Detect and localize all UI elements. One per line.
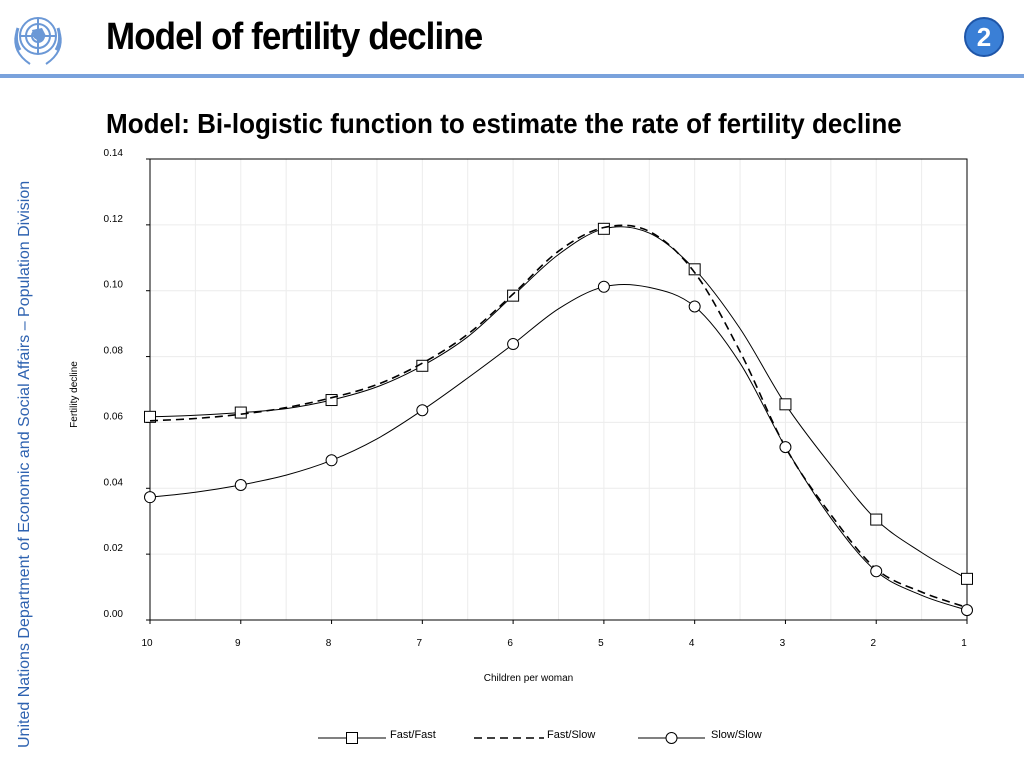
legend-label: Fast/Fast (390, 729, 436, 741)
data-point-fast-fast (779, 398, 792, 411)
x-tick-label: 9 (235, 638, 241, 649)
x-tick-label: 10 (141, 638, 153, 649)
data-point-slow-slow (688, 300, 701, 313)
slide-title: Model of fertility decline (106, 16, 483, 58)
data-point-slow-slow (416, 404, 429, 417)
x-tick-label: 6 (507, 638, 513, 649)
data-point-fast-fast (688, 263, 701, 276)
data-point-slow-slow (779, 441, 792, 454)
legend: Fast/Fast Fast/Slow Slow/Slow (318, 729, 762, 744)
legend-label: Fast/Slow (547, 729, 595, 741)
y-tick-label: 0.08 (104, 346, 124, 357)
data-point-fast-fast (507, 289, 520, 302)
series-slow-slow (144, 280, 973, 617)
data-point-slow-slow (325, 454, 338, 467)
x-tick-label: 3 (780, 638, 786, 649)
data-point-slow-slow (870, 565, 883, 578)
data-point-fast-fast (144, 410, 156, 423)
legend-item-fast-slow: Fast/Slow (474, 729, 595, 741)
data-point-slow-slow (597, 280, 610, 293)
y-tick-label: 0.10 (104, 280, 124, 291)
grid (150, 159, 967, 620)
data-point-fast-fast (870, 513, 883, 526)
legend-marker (665, 732, 678, 744)
chart-title: Model: Bi-logistic function to estimate … (106, 108, 902, 139)
un-emblem-icon (14, 17, 62, 65)
legend-item-slow-slow: Slow/Slow (638, 729, 762, 744)
data-point-slow-slow (234, 478, 247, 491)
data-point-fast-fast (234, 406, 247, 419)
plot-area (149, 158, 968, 621)
x-axis-label: Children per woman (484, 673, 574, 684)
x-tick-label: 8 (326, 638, 332, 649)
header-divider (0, 74, 1024, 78)
y-tick-label: 0.02 (104, 543, 124, 554)
data-point-slow-slow (144, 491, 156, 504)
legend-label: Slow/Slow (711, 729, 762, 741)
data-point-fast-fast (597, 222, 610, 235)
y-tick-label: 0.06 (104, 411, 124, 422)
y-axis-label: Fertility decline (69, 361, 80, 428)
series-line-fast-fast (149, 226, 968, 580)
x-tick-label: 1 (961, 638, 967, 649)
data-point-fast-fast (325, 394, 338, 407)
series (144, 222, 973, 617)
x-tick-label: 4 (689, 638, 695, 649)
y-tick-label: 0.12 (104, 214, 124, 225)
page-number-badge: 2 (964, 17, 1004, 57)
x-tick-label: 7 (417, 638, 423, 649)
y-tick-label: 0.14 (104, 148, 124, 159)
data-point-slow-slow (507, 338, 520, 351)
series-fast-fast (144, 222, 973, 585)
legend-marker (346, 732, 358, 744)
y-tick-label: 0.04 (104, 477, 124, 488)
axis-ticks: 0.00 0.02 0.04 0.06 0.08 0.10 0.12 0.14 10 9 8 7 6 5 4… (104, 148, 968, 649)
series-line-slow-slow (149, 284, 968, 611)
y-tick-label: 0.00 (104, 609, 124, 620)
x-tick-label: 2 (870, 638, 876, 649)
data-point-slow-slow (961, 604, 973, 617)
x-tick-label: 5 (598, 638, 604, 649)
data-point-fast-fast (961, 572, 973, 585)
legend-item-fast-fast: Fast/Fast (318, 729, 436, 744)
